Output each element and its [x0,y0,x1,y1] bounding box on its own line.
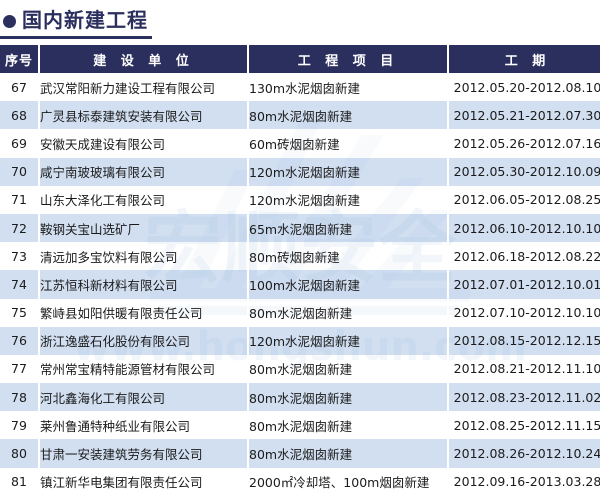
cell-seq: 68 [0,101,40,130]
table-body: 67 武汉常阳新力建设工程有限公司 130m水泥烟囱新建 2012.05.20-201… [0,73,600,496]
cell-proj: 80m砖烟囱新建 [248,242,449,271]
cell-seq: 71 [0,185,40,214]
projects-table: 序号 建 设 单 位 工 程 项 目 工 期 67 武汉常阳新力建设工程有限公司 1… [0,45,600,496]
cell-seq: 80 [0,439,40,468]
cell-date: 2012.08.15-2012.12.15 [448,326,600,355]
cell-seq: 76 [0,326,40,355]
cell-unit: 咸宁南玻玻璃有限公司 [39,157,249,186]
cell-unit: 常州常宝精特能源管材有限公司 [39,354,249,384]
cell-proj: 80m水泥烟囱新建 [248,354,449,384]
cell-unit: 武汉常阳新力建设工程有限公司 [39,73,249,102]
cell-date: 2012.07.01-2012.10.01 [448,270,600,299]
table-row[interactable]: 70 咸宁南玻玻璃有限公司 120m水泥烟囱新建 2012.05.30-2012.10… [0,157,600,186]
cell-unit: 河北鑫海化工有限公司 [39,383,249,412]
cell-seq: 75 [0,298,40,327]
cell-proj: 120m水泥烟囱新建 [248,185,449,214]
column-header-seq: 序号 [0,45,40,73]
cell-seq: 77 [0,354,40,384]
table-row[interactable]: 73 清远加多宝饮料有限公司 80m砖烟囱新建 2012.06.18-2012.08.… [0,242,600,271]
cell-proj: 80m水泥烟囱新建 [248,101,449,130]
cell-unit: 莱州鲁通特种纸业有限公司 [39,411,249,440]
cell-seq: 73 [0,242,40,271]
cell-date: 2012.05.21-2012.07.30 [448,101,600,130]
cell-date: 2012.09.16-2013.03.28 [448,467,600,496]
cell-unit: 江苏恒科新材料有限公司 [39,270,249,299]
cell-proj: 120m水泥烟囱新建 [248,326,449,355]
table-header-row: 序号 建 设 单 位 工 程 项 目 工 期 [0,45,600,73]
cell-unit: 安徽天成建设有限公司 [39,129,249,158]
cell-unit: 繁峙县如阳供暖有限责任公司 [39,298,249,327]
page-title: 国内新建工程 [0,0,600,42]
cell-proj: 2000㎡冷却塔、100m烟囱新建 [248,467,449,496]
cell-date: 2012.08.21-2012.11.10 [448,354,600,384]
cell-date: 2012.05.20-2012.08.10 [448,73,600,102]
table-row[interactable]: 72 鞍钢关宝山选矿厂 65m水泥烟囱新建 2012.06.10-2012.10.10 [0,213,600,243]
cell-unit: 鞍钢关宝山选矿厂 [39,213,249,243]
cell-seq: 69 [0,129,40,158]
table-row[interactable]: 71 山东大泽化工有限公司 120m水泥烟囱新建 2012.06.05-2012.08… [0,185,600,214]
column-header-date: 工 期 [448,45,600,73]
cell-seq: 70 [0,157,40,186]
cell-date: 2012.08.23-2012.11.02 [448,383,600,412]
cell-proj: 60m砖烟囱新建 [248,129,449,158]
cell-date: 2012.05.26-2012.07.16 [448,129,600,158]
table-row[interactable]: 79 莱州鲁通特种纸业有限公司 80m水泥烟囱新建 2012.08.25-2012.1… [0,411,600,440]
table-row[interactable]: 68 广灵县标泰建筑安装有限公司 80m水泥烟囱新建 2012.05.21-2012.… [0,101,600,130]
cell-proj: 120m水泥烟囱新建 [248,157,449,186]
cell-proj: 65m水泥烟囱新建 [248,213,449,243]
table-header: 序号 建 设 单 位 工 程 项 目 工 期 [0,45,600,73]
cell-proj: 80m水泥烟囱新建 [248,298,449,327]
table-row[interactable]: 75 繁峙县如阳供暖有限责任公司 80m水泥烟囱新建 2012.07.10-2012.… [0,298,600,327]
table-row[interactable]: 67 武汉常阳新力建设工程有限公司 130m水泥烟囱新建 2012.05.20-201… [0,73,600,102]
table-row[interactable]: 81 镇江新华电集团有限责任公司 2000㎡冷却塔、100m烟囱新建 2012.09.… [0,467,600,496]
cell-proj: 80m水泥烟囱新建 [248,439,449,468]
cell-proj: 80m水泥烟囱新建 [248,383,449,412]
table-row[interactable]: 78 河北鑫海化工有限公司 80m水泥烟囱新建 2012.08.23-2012.11.… [0,383,600,412]
cell-seq: 72 [0,213,40,243]
cell-unit: 广灵县标泰建筑安装有限公司 [39,101,249,130]
cell-date: 2012.06.18-2012.08.22 [448,242,600,271]
cell-unit: 清远加多宝饮料有限公司 [39,242,249,271]
cell-seq: 78 [0,383,40,412]
cell-date: 2012.06.10-2012.10.10 [448,213,600,243]
cell-date: 2012.08.26-2012.10.24 [448,439,600,468]
cell-seq: 74 [0,270,40,299]
column-header-proj: 工 程 项 目 [248,45,449,73]
table-row[interactable]: 69 安徽天成建设有限公司 60m砖烟囱新建 2012.05.26-2012.07.1… [0,129,600,158]
cell-proj: 130m水泥烟囱新建 [248,73,449,102]
column-header-unit: 建 设 单 位 [39,45,249,73]
title-underline [0,36,152,39]
table-row[interactable]: 77 常州常宝精特能源管材有限公司 80m水泥烟囱新建 2012.08.21-2012… [0,354,600,384]
bullet-icon [3,14,16,28]
cell-seq: 67 [0,73,40,102]
table-row[interactable]: 74 江苏恒科新材料有限公司 100m水泥烟囱新建 2012.07.01-2012.1… [0,270,600,299]
cell-unit: 镇江新华电集团有限责任公司 [39,467,249,496]
cell-date: 2012.06.05-2012.08.25 [448,185,600,214]
cell-date: 2012.08.25-2012.11.15 [448,411,600,440]
cell-unit: 甘肃一安装建筑劳务有限公司 [39,439,249,468]
cell-date: 2012.05.30-2012.10.09 [448,157,600,186]
cell-seq: 79 [0,411,40,440]
table-row[interactable]: 80 甘肃一安装建筑劳务有限公司 80m水泥烟囱新建 2012.08.26-2012.… [0,439,600,468]
page-title-text: 国内新建工程 [22,8,148,32]
cell-date: 2012.07.10-2012.10.10 [448,298,600,327]
cell-proj: 100m水泥烟囱新建 [248,270,449,299]
cell-unit: 山东大泽化工有限公司 [39,185,249,214]
cell-seq: 81 [0,467,40,496]
cell-unit: 浙江逸盛石化股份有限公司 [39,326,249,355]
table-row[interactable]: 76 浙江逸盛石化股份有限公司 120m水泥烟囱新建 2012.08.15-2012.… [0,326,600,355]
cell-proj: 80m水泥烟囱新建 [248,411,449,440]
